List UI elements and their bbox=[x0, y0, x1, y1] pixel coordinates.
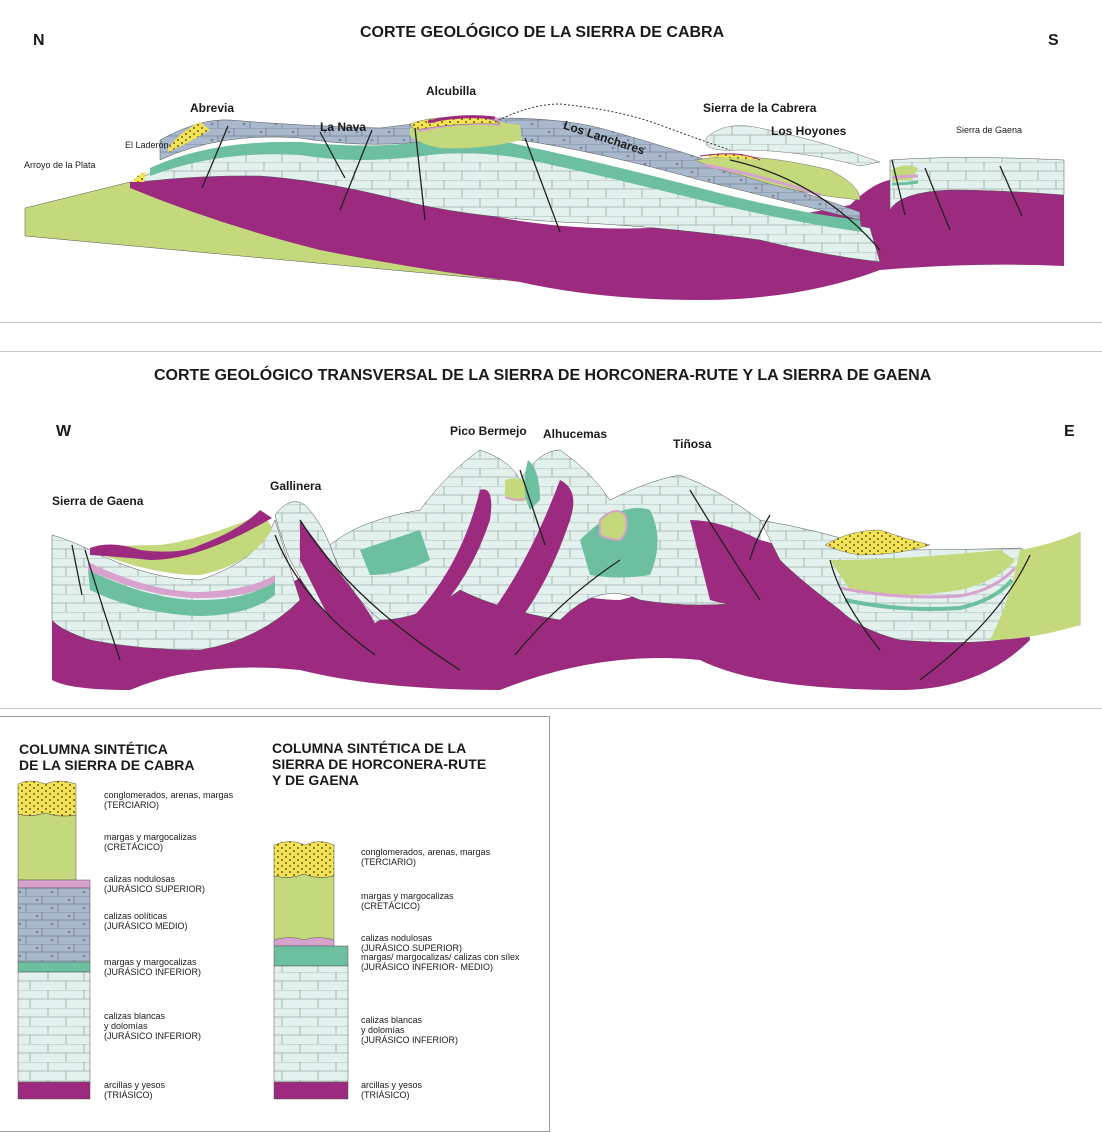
cabra-unit-margas-jurasico-inferior: margas y margocalizas (JURÁSICO INFERIOR… bbox=[104, 957, 202, 977]
cabra-cross-section bbox=[24, 103, 1065, 300]
cabra-unit-cretacico: margas y margocalizas (CRETÁCICO) bbox=[104, 832, 197, 852]
divider-3 bbox=[0, 708, 1102, 709]
label-el-laderon: El Laderón bbox=[125, 140, 169, 150]
label-arroyo-plata: Arroyo de la Plata bbox=[24, 160, 96, 170]
label-tinosa: Tiñosa bbox=[673, 437, 712, 451]
label-pico-bermejo: Pico Bermejo bbox=[450, 424, 527, 438]
cabra-unit-terciario: conglomerados, arenas, margas (TERCIARIO… bbox=[104, 790, 234, 810]
horconera-unit-jurasico-superior: calizas nodulosas (JURÁSICO SUPERIOR) bbox=[361, 933, 463, 953]
cabra-column bbox=[17, 780, 349, 1100]
divider-2 bbox=[0, 351, 1102, 352]
west-label: W bbox=[56, 423, 72, 440]
section1-title: CORTE GEOLÓGICO DE LA SIERRA DE CABRA bbox=[360, 24, 725, 41]
label-los-hoyones: Los Hoyones bbox=[771, 124, 847, 138]
divider-1 bbox=[0, 322, 1102, 323]
label-sierra-cabrera: Sierra de la Cabrera bbox=[703, 101, 817, 115]
horconera-unit-terciario: conglomerados, arenas, margas (TERCIARIO… bbox=[361, 847, 491, 867]
horconera-column-title: COLUMNA SINTÉTICA DE LA SIERRA DE HORCON… bbox=[272, 740, 487, 788]
cabra-unit-jurasico-medio: calizas oolíticas (JURÁSICO MEDIO) bbox=[104, 911, 188, 931]
cabra-unit-triasico: arcillas y yesos (TRIÁSICO) bbox=[104, 1080, 166, 1100]
label-abrevia: Abrevia bbox=[190, 101, 235, 115]
north-label: N bbox=[33, 32, 45, 49]
cabra-unit-jurasico-superior: calizas nodulosas (JURÁSICO SUPERIOR) bbox=[104, 874, 206, 894]
label-gallinera: Gallinera bbox=[270, 479, 322, 493]
label-sierra-gaena-2: Sierra de Gaena bbox=[52, 494, 144, 508]
horconera-unit-jurasico-inferior-medio: margas/ margocalizas/ calizas con sílex … bbox=[361, 952, 520, 972]
horconera-unit-cretacico: margas y margocalizas (CRETÁCICO) bbox=[361, 891, 454, 911]
label-la-nava: La Nava bbox=[320, 120, 367, 134]
east-label: E bbox=[1064, 423, 1075, 440]
cabra-unit-calizas-jurasico-inferior: calizas blancas y dolomías (JURÁSICO INF… bbox=[104, 1011, 202, 1041]
label-sierra-gaena-1: Sierra de Gaena bbox=[956, 125, 1023, 135]
horconera-unit-calizas-jurasico-inferior: calizas blancas y dolomías (JURÁSICO INF… bbox=[361, 1015, 459, 1045]
south-label: S bbox=[1048, 32, 1059, 49]
cabra-column-title: COLUMNA SINTÉTICA DE LA SIERRA DE CABRA bbox=[19, 741, 195, 773]
label-alcubilla: Alcubilla bbox=[426, 84, 477, 98]
horconera-cross-section bbox=[51, 449, 1081, 690]
section2-title: CORTE GEOLÓGICO TRANSVERSAL DE LA SIERRA… bbox=[154, 367, 932, 384]
horconera-unit-triasico: arcillas y yesos (TRIÁSICO) bbox=[361, 1080, 423, 1100]
label-alhucemas: Alhucemas bbox=[543, 427, 608, 441]
